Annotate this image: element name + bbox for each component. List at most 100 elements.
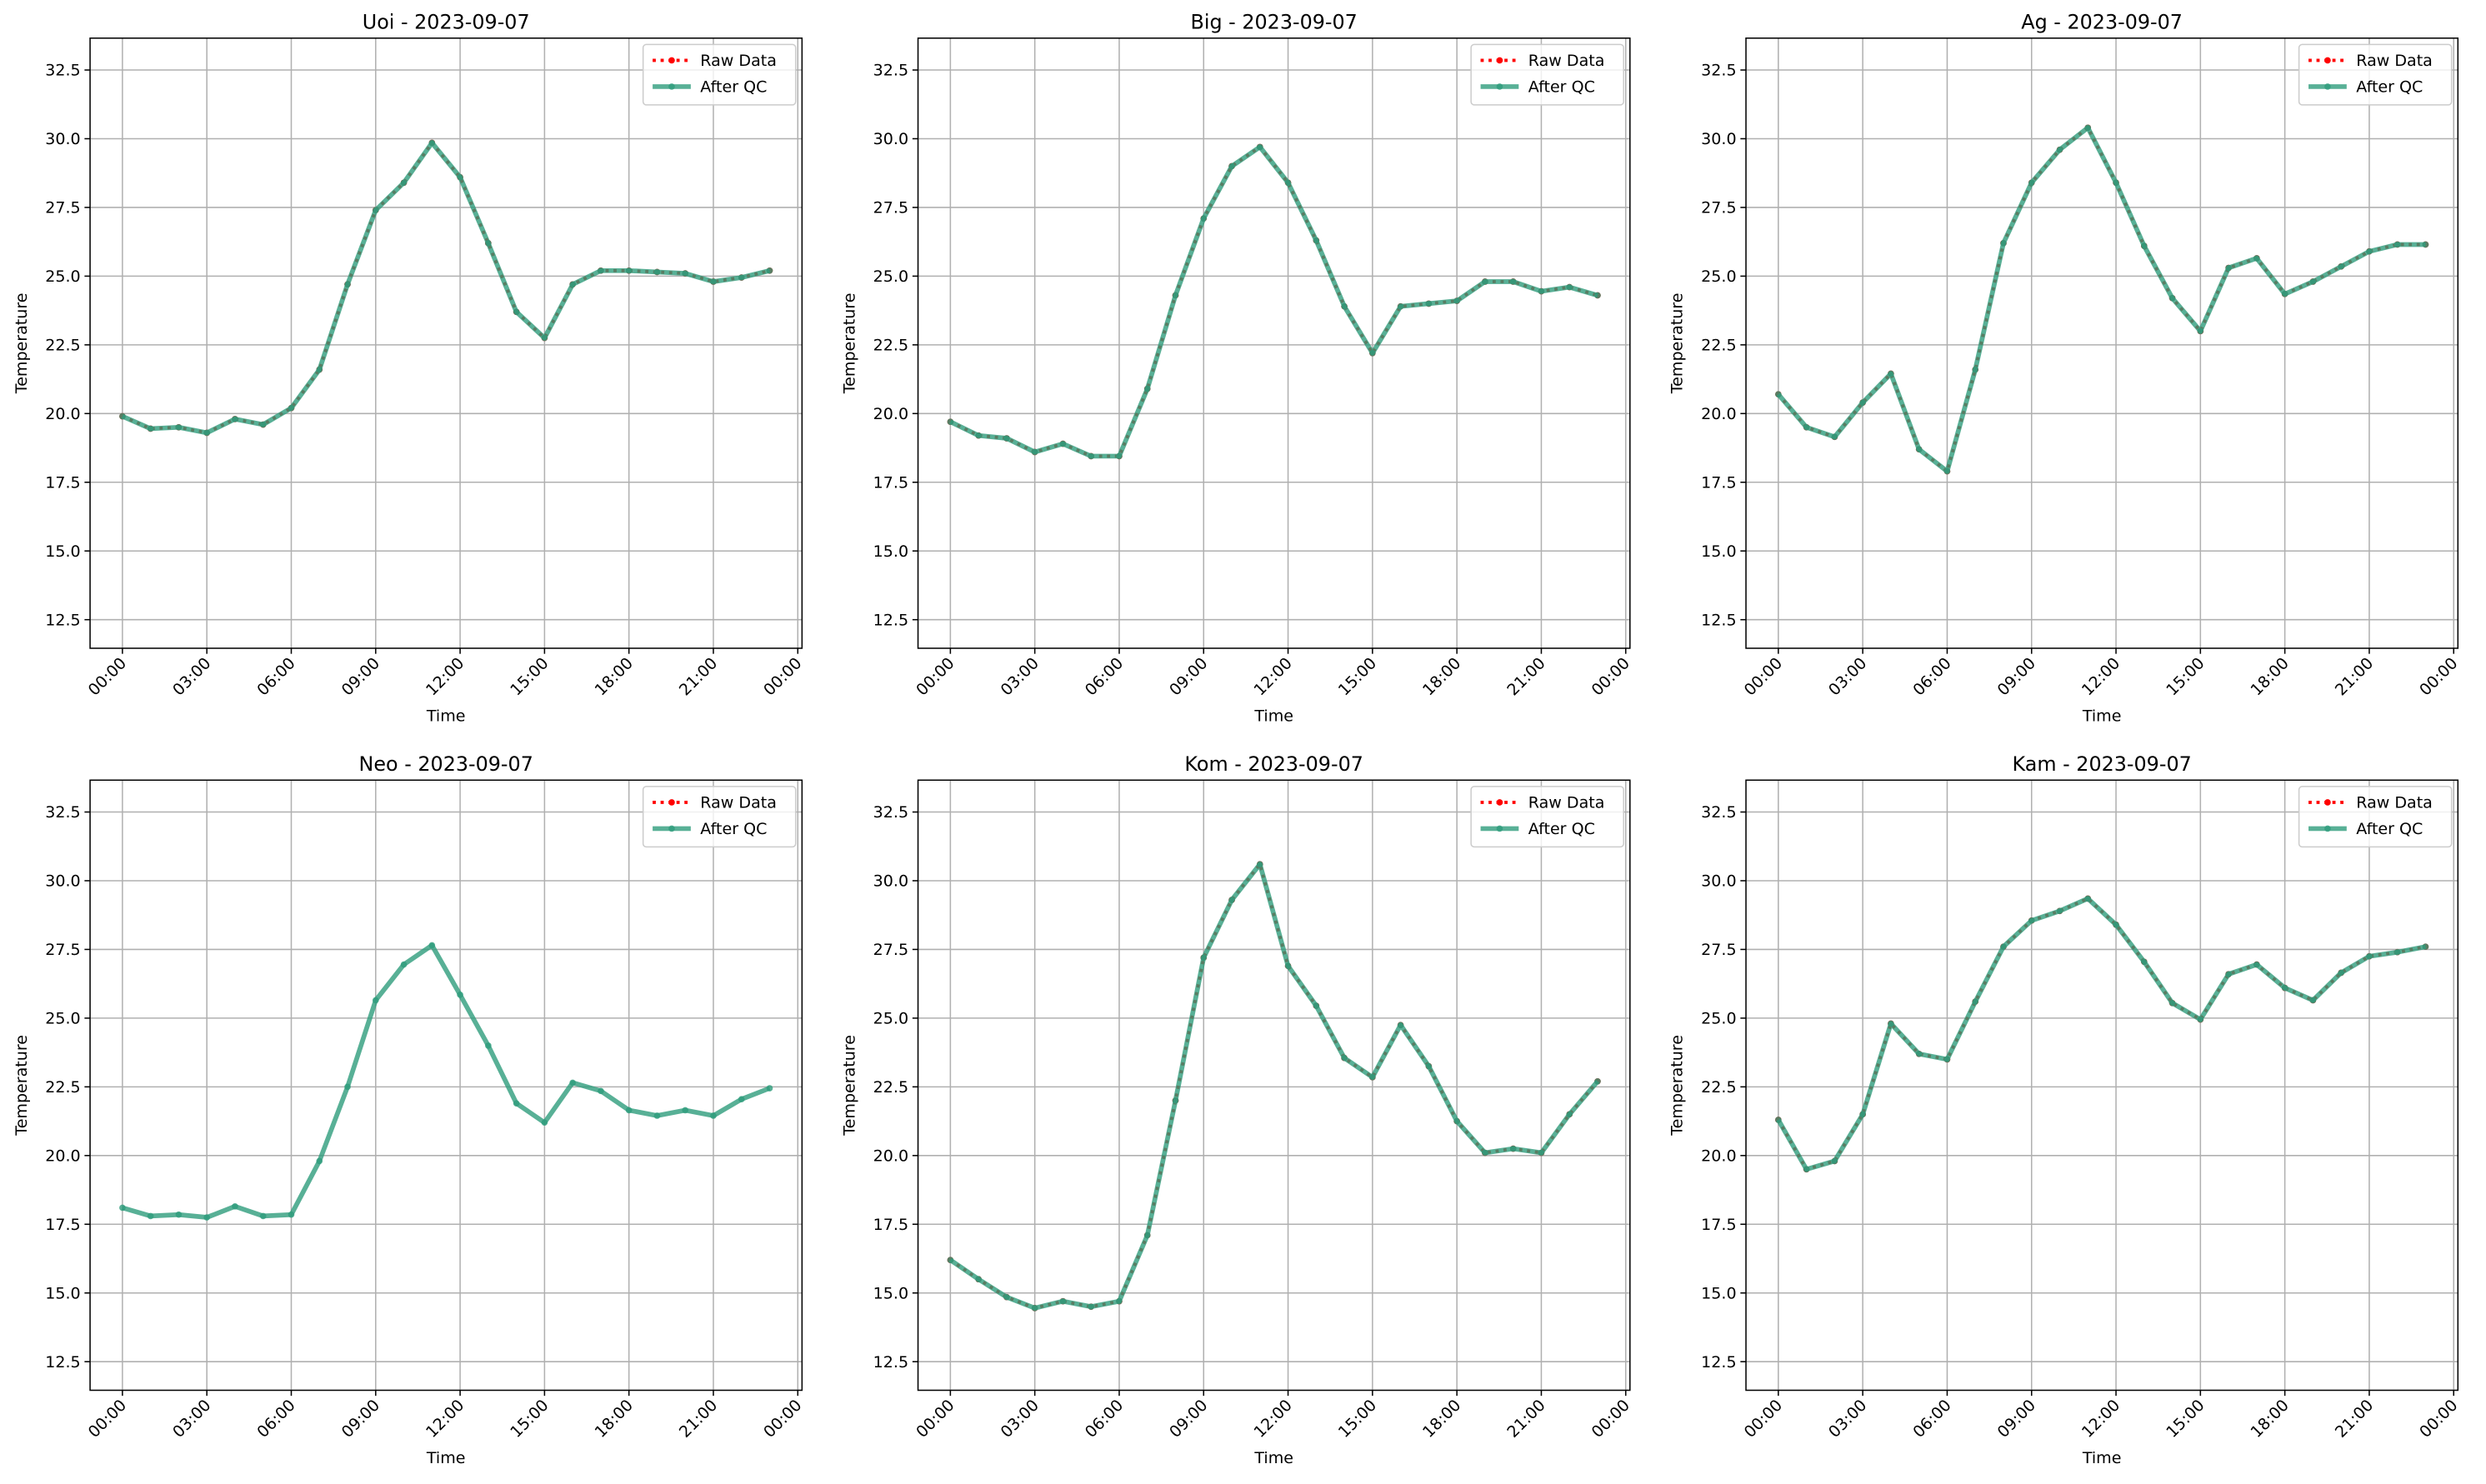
data-point xyxy=(1972,998,1979,1005)
legend-marker xyxy=(2324,825,2331,832)
data-point xyxy=(1116,1297,1123,1305)
data-point xyxy=(1943,1056,1951,1063)
x-tick-label: 15:00 xyxy=(1335,654,1380,699)
legend-box xyxy=(2298,786,2453,848)
x-axis-label: Time xyxy=(1253,707,1293,726)
data-point xyxy=(1453,1117,1460,1125)
legend-marker xyxy=(1496,825,1503,832)
data-point xyxy=(1915,1050,1923,1057)
x-axis-label: Time xyxy=(1253,1449,1293,1467)
legend-label: After QC xyxy=(2356,820,2423,838)
data-point xyxy=(625,267,633,274)
data-point xyxy=(1341,1054,1348,1062)
data-point xyxy=(1859,399,1866,406)
data-point xyxy=(1143,385,1151,392)
y-tick-label: 17.5 xyxy=(45,1216,80,1234)
x-tick-label: 15:00 xyxy=(507,1397,552,1442)
legend-marker xyxy=(2324,57,2331,64)
x-tick-label: 00:00 xyxy=(2416,654,2461,699)
data-point xyxy=(1538,1149,1545,1157)
legend-label: After QC xyxy=(1528,820,1595,838)
plot-frame xyxy=(1745,779,2459,1392)
subplot-title: Uoi - 2023-09-07 xyxy=(363,10,530,33)
data-point xyxy=(1775,1117,1782,1123)
data-point xyxy=(2338,263,2344,270)
y-tick-label: 17.5 xyxy=(873,473,908,492)
y-axis-label: Temperature xyxy=(13,293,31,395)
data-point xyxy=(653,268,661,276)
legend-marker xyxy=(2324,799,2331,806)
data-point xyxy=(541,334,548,342)
series-line xyxy=(121,140,771,436)
x-tick-label: 09:00 xyxy=(338,1397,383,1442)
data-point xyxy=(2253,255,2260,262)
data-point xyxy=(400,179,408,187)
legend-label: After QC xyxy=(700,820,767,838)
x-axis-label: Time xyxy=(426,707,466,726)
data-point xyxy=(175,423,183,431)
legend-marker xyxy=(1496,83,1503,90)
y-tick-label: 20.0 xyxy=(1701,1147,1736,1165)
subplot: Ag - 2023-09-07 12.5 15.0 17.5 20.0 22.5 25.0 2… xyxy=(1668,10,2462,725)
data-point xyxy=(513,308,520,316)
data-point xyxy=(1888,1020,1894,1027)
data-point xyxy=(2366,247,2373,255)
data-point xyxy=(2422,241,2429,248)
legend-label: Raw Data xyxy=(1528,794,1605,812)
y-tick-label: 32.5 xyxy=(1701,803,1736,822)
x-tick-label: 12:00 xyxy=(2078,654,2123,699)
data-point xyxy=(1088,1303,1095,1311)
x-tick-label: 00:00 xyxy=(2416,1397,2461,1442)
x-tick-label: 00:00 xyxy=(913,654,958,699)
data-point xyxy=(203,429,211,437)
x-tick-label: 03:00 xyxy=(1825,1397,1870,1442)
x-tick-label: 15:00 xyxy=(1335,1397,1380,1442)
y-tick-label: 12.5 xyxy=(873,1353,908,1372)
x-tick-label: 18:00 xyxy=(1419,654,1464,699)
data-point xyxy=(2309,997,2317,1004)
data-point xyxy=(766,1085,773,1092)
data-point xyxy=(119,412,126,420)
y-tick-label: 27.5 xyxy=(1701,941,1736,959)
legend-marker xyxy=(2324,83,2331,90)
legend-box xyxy=(2298,43,2453,106)
legend-marker xyxy=(668,57,675,64)
series-line xyxy=(1777,126,2426,473)
x-tick-label: 18:00 xyxy=(1419,1397,1464,1442)
data-point xyxy=(1831,1157,1838,1165)
data-point xyxy=(372,997,379,1004)
data-point xyxy=(1425,300,1433,307)
y-axis-label: Temperature xyxy=(840,1035,858,1137)
y-tick-label: 20.0 xyxy=(873,1147,908,1165)
data-point xyxy=(2225,971,2232,977)
y-axis-label: Temperature xyxy=(1668,1035,1687,1137)
legend-label: After QC xyxy=(2356,78,2423,97)
data-point xyxy=(738,1096,745,1103)
data-point xyxy=(1313,237,1320,244)
subplot-title: Big - 2023-09-07 xyxy=(1191,10,1358,33)
data-point xyxy=(1031,448,1038,456)
data-point xyxy=(2338,969,2344,977)
data-point xyxy=(1915,446,1923,453)
series-line xyxy=(949,862,1599,1310)
data-point xyxy=(259,421,267,428)
data-point xyxy=(2197,327,2204,335)
data-point xyxy=(1566,283,1573,291)
data-point xyxy=(288,1211,295,1218)
data-point xyxy=(2140,242,2148,249)
data-point xyxy=(1143,1232,1151,1239)
y-tick-label: 32.5 xyxy=(873,62,908,80)
data-point xyxy=(1228,897,1235,903)
x-tick-label: 18:00 xyxy=(2248,654,2293,699)
data-point xyxy=(710,1112,717,1119)
data-point xyxy=(541,1119,548,1127)
data-point xyxy=(625,1107,633,1114)
data-point xyxy=(147,425,154,432)
series-line xyxy=(948,862,1600,1311)
data-point xyxy=(1256,861,1263,868)
subplot-title: Neo - 2023-09-07 xyxy=(359,752,533,776)
y-tick-label: 25.0 xyxy=(873,1010,908,1028)
x-tick-label: 21:00 xyxy=(2332,654,2377,699)
data-point xyxy=(316,366,323,373)
data-point xyxy=(203,1214,211,1221)
